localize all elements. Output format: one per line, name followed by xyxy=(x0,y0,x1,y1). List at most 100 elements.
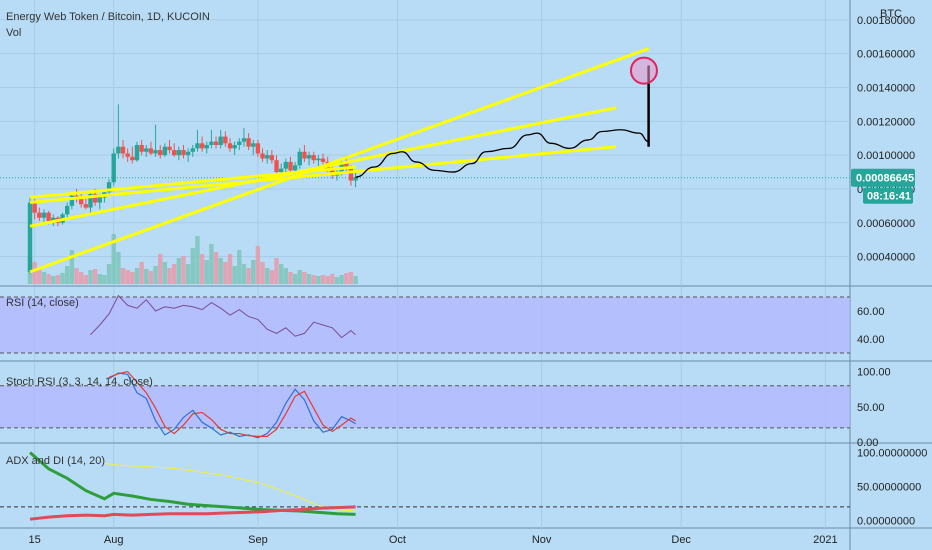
volume-bar xyxy=(167,268,172,284)
time-tick-label: Aug xyxy=(104,534,124,546)
price-tick-label: 0.00060000 xyxy=(857,218,915,230)
volume-bar xyxy=(92,269,98,284)
volume-bar xyxy=(176,258,182,284)
price-tick-label: 0.00040000 xyxy=(857,252,915,264)
candle-body xyxy=(283,161,289,169)
candle-body xyxy=(330,168,335,176)
volume-bar xyxy=(97,274,102,284)
volume-bar xyxy=(148,271,154,284)
last-price-value: 0.00086645 xyxy=(856,173,914,185)
price-tick-label: 0.00120000 xyxy=(857,116,915,128)
candle-body xyxy=(278,168,284,173)
indicator-tick-label: 50.00000000 xyxy=(857,482,921,494)
candle-body xyxy=(106,182,112,193)
volume-bar xyxy=(116,252,121,284)
candle-body xyxy=(41,212,47,218)
rsi-title: RSI (14, close) xyxy=(6,297,79,309)
volume-bar xyxy=(78,272,84,284)
di-minus-line xyxy=(29,505,356,521)
volume-bar xyxy=(283,268,289,284)
volume-bar xyxy=(218,258,223,284)
stoch-k-line xyxy=(108,372,356,439)
candle-body xyxy=(269,155,275,161)
volume-bar xyxy=(83,275,89,284)
candle-body xyxy=(265,155,270,159)
volume-bar xyxy=(288,272,293,284)
candle-body xyxy=(162,146,168,156)
axis-labels: 15 Aug Sep Oct Nov Dec 2021 0.00040000 0.0006000… xyxy=(29,15,928,546)
volume-bar xyxy=(65,266,70,284)
candle-body xyxy=(130,156,135,161)
candle-body xyxy=(125,153,130,157)
volume-bar xyxy=(74,268,79,284)
volume-bar xyxy=(190,248,195,284)
candle-body xyxy=(306,155,312,159)
rsi-band xyxy=(0,296,850,508)
candle-body xyxy=(348,168,354,181)
stoch-rsi-title: Stoch RSI (3, 3, 14, 14, close) xyxy=(6,376,153,388)
volume-bar xyxy=(292,274,298,284)
candle-body xyxy=(116,146,121,154)
volume-bar xyxy=(255,246,261,284)
volume-bar xyxy=(171,264,177,284)
last-price-badge: 0.00086645 08:16:41 xyxy=(851,168,915,204)
volume-bar xyxy=(302,272,307,284)
price-axis[interactable] xyxy=(850,0,932,550)
candle-body xyxy=(274,160,279,173)
volume-bar xyxy=(251,260,256,284)
chart-title: Energy Web Token / Bitcoin, 1D, KUCOIN xyxy=(6,11,210,23)
candle-body xyxy=(171,150,177,156)
candle-body xyxy=(78,199,84,205)
rsi-line xyxy=(90,294,356,339)
projection[interactable] xyxy=(355,56,658,178)
candle-body xyxy=(111,153,116,183)
volume-bar xyxy=(269,270,275,284)
indicator-tick-label: 40.00 xyxy=(857,334,885,346)
volume-bar xyxy=(232,266,237,284)
time-tick-label: Dec xyxy=(671,534,691,546)
volume-bar xyxy=(334,277,340,284)
candle-body xyxy=(218,136,223,145)
volume-bar xyxy=(199,254,205,284)
candle-body xyxy=(213,141,219,145)
candle-body xyxy=(65,205,70,215)
time-tick-label: 15 xyxy=(29,534,41,546)
candle-body xyxy=(92,194,98,203)
candle-body xyxy=(158,150,163,156)
volume-bar xyxy=(353,276,358,284)
volume-bar xyxy=(120,268,126,284)
candle-body xyxy=(88,194,93,208)
candle-body xyxy=(176,150,182,156)
candle-body xyxy=(153,150,158,154)
volume-bar xyxy=(209,244,214,284)
candle-body xyxy=(181,150,186,156)
volume-bar xyxy=(153,266,158,284)
candles xyxy=(27,104,358,274)
candle-body xyxy=(144,148,149,152)
bar-countdown: 08:16:41 xyxy=(867,191,911,203)
candle-body xyxy=(46,212,51,222)
volume-bar xyxy=(195,236,200,284)
time-axis[interactable] xyxy=(0,528,850,550)
price-tick-label: 0.00160000 xyxy=(857,49,915,61)
volume-bar xyxy=(348,272,354,284)
candle-body xyxy=(246,138,251,147)
main-pane[interactable] xyxy=(0,0,850,285)
volume-bar xyxy=(37,270,42,284)
currency-label: BTC xyxy=(880,8,902,20)
indicator-tick-label: 100.00 xyxy=(857,367,891,379)
volume-bar xyxy=(311,275,316,284)
candle-body xyxy=(232,145,237,149)
volume-bar xyxy=(260,262,265,284)
volume-bar xyxy=(106,264,112,284)
volume-bar xyxy=(144,269,149,284)
trendlines[interactable] xyxy=(29,47,650,274)
candle-body xyxy=(139,145,144,152)
volume-bar xyxy=(158,254,163,284)
candle-body xyxy=(288,161,293,171)
candle-body xyxy=(344,161,349,169)
candle-body xyxy=(167,146,172,151)
indicator-tick-label: 60.00 xyxy=(857,306,885,318)
time-tick-label: 2021 xyxy=(813,534,837,546)
